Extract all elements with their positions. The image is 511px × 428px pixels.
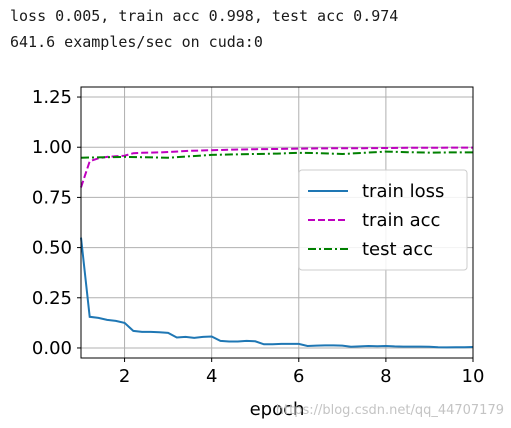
y-tick-label: 0.00	[32, 338, 72, 359]
legend-label: train acc	[362, 210, 440, 231]
y-tick-label: 0.75	[32, 187, 72, 208]
y-tick-label: 0.25	[32, 288, 72, 309]
x-tick-label: 2	[119, 366, 130, 387]
series-line-test-acc	[80, 150, 473, 159]
x-axis-label: epoch	[250, 399, 305, 420]
x-tick-label: 10	[462, 366, 485, 387]
x-tick-label: 6	[293, 366, 304, 387]
x-tick-label: 4	[206, 366, 217, 387]
tick-marks: 2 4 6 8 10 0.00 0.25 0.50 0.75 1.00 1.25	[32, 87, 485, 387]
y-tick-label: 1.25	[32, 87, 72, 108]
training-log-line-1: loss 0.005, train acc 0.998, test acc 0.…	[10, 7, 399, 25]
y-tick-label: 0.50	[32, 238, 72, 259]
series-line-train-loss	[80, 237, 474, 349]
y-tick-label: 1.00	[32, 137, 72, 158]
x-tick-label: 8	[380, 366, 391, 387]
watermark-text: https://blog.csdn.net/qq_44707179	[276, 403, 504, 418]
legend-label: train loss	[362, 181, 444, 202]
legend-label: test acc	[362, 239, 433, 260]
legend-box	[298, 169, 468, 271]
plot-frame	[80, 86, 474, 359]
legend: train loss train acc test acc	[298, 169, 468, 271]
series-lines	[80, 146, 474, 349]
training-log-line-2: 641.6 examples/sec on cuda:0	[10, 33, 263, 51]
